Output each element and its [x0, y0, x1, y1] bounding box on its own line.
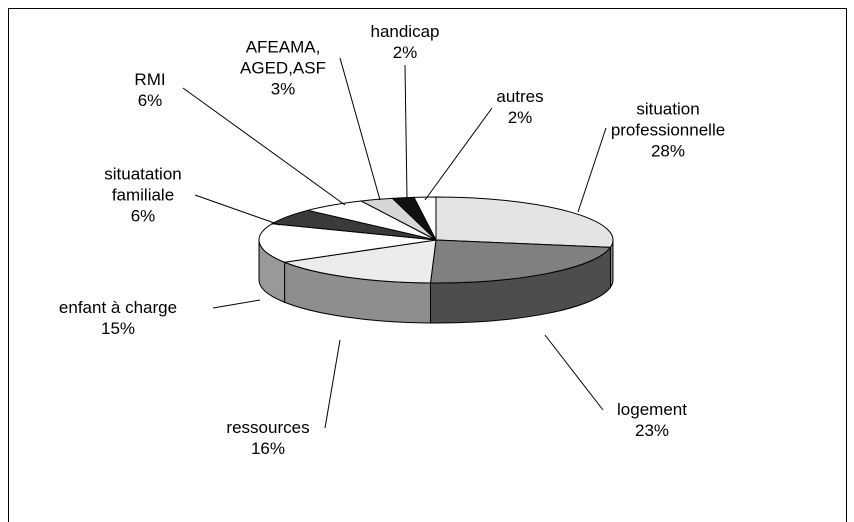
percent-label: 28%	[650, 141, 686, 161]
data-label: situatation familiale 6%	[104, 163, 182, 227]
leader-line	[194, 194, 281, 226]
category-label: situatation familiale	[104, 164, 182, 205]
pie-slice	[282, 239, 437, 284]
data-label: autres 2%	[496, 86, 544, 128]
leader-line	[182, 87, 346, 206]
percent-label: 15%	[100, 319, 136, 338]
category-label: logement	[617, 400, 687, 419]
category-label: ressources	[226, 418, 310, 437]
leader-line	[339, 57, 381, 201]
leader-line	[212, 299, 261, 309]
percent-label: 23%	[634, 421, 670, 440]
category-label: handicap	[370, 22, 440, 41]
pie-slice	[258, 223, 437, 263]
leader-line	[544, 334, 604, 411]
percent-label: 6%	[137, 91, 163, 110]
data-label: situation professionnelle 28%	[610, 98, 726, 162]
category-label: RMI	[134, 70, 166, 89]
data-label: AFEAMA, AGED,ASF 3%	[240, 36, 326, 100]
category-label: situation professionnelle	[610, 99, 726, 140]
pie-slice	[413, 196, 437, 241]
category-label: enfant à charge	[58, 298, 178, 317]
data-label: logement 23%	[617, 399, 687, 441]
pie-slice	[429, 239, 612, 284]
data-label: RMI 6%	[134, 69, 166, 111]
frame	[8, 8, 847, 522]
percent-label: 2%	[392, 43, 418, 62]
leader-line	[424, 107, 493, 201]
percent-label: 16%	[250, 439, 286, 458]
leader-line	[324, 339, 341, 429]
category-label: AFEAMA, AGED,ASF	[240, 37, 326, 78]
pie-sides	[258, 239, 614, 324]
leader-line	[577, 127, 607, 213]
pie-slice	[435, 196, 614, 248]
percent-label: 2%	[507, 108, 533, 127]
percent-label: 3%	[270, 79, 296, 99]
data-label: enfant à charge 15%	[58, 297, 178, 339]
percent-label: 6%	[130, 206, 156, 226]
category-label: autres	[496, 87, 544, 106]
pie-tops	[258, 196, 614, 284]
data-label: handicap 2%	[370, 21, 440, 63]
data-label: ressources 16%	[226, 417, 310, 459]
leader-line	[404, 64, 408, 199]
